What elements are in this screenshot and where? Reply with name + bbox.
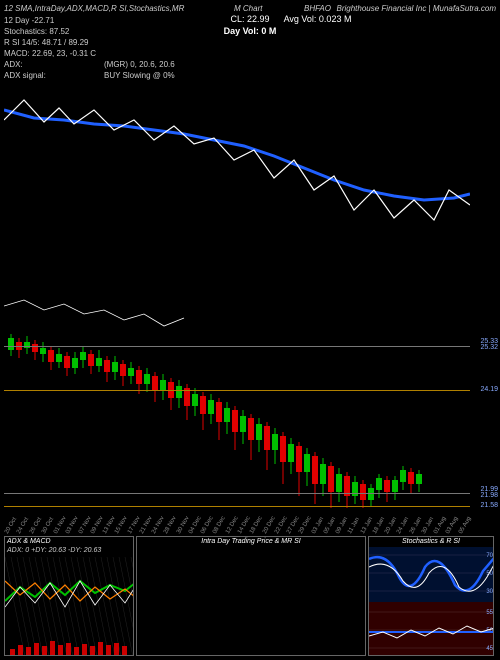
intraday-panel: Intra Day Trading Price & MR SI [136,536,366,656]
info-block: 12 Day -22.71 Stochastics: 87.52 R SI 14… [4,16,496,82]
y-label: 25.32 [480,344,498,351]
adx-signal-value: BUY Slowing @ 0% [104,71,175,80]
chart-type-label: M Chart [234,4,262,13]
candlestick-chart [4,90,470,520]
company-name: Brighthouse Financial Inc | Munafa​Sutra… [337,4,497,13]
sub-panels-row: ADX & MACD ADX: 0 +DY: 20.63 -DY: 20.63 … [4,536,496,656]
svg-text:55: 55 [486,610,493,616]
price-level-line [4,506,470,507]
stoch-lines: 705030555045 [369,537,494,656]
rsi-value: R SI 14/5: 48.71 / 89.29 [4,38,89,47]
adx-macd-panel: ADX & MACD ADX: 0 +DY: 20.63 -DY: 20.63 [4,536,134,656]
macd-value: MACD: 22.69, 23, -0.31 C [4,49,96,58]
price-level-line [4,493,470,494]
adx-mgr: (MGR) 0, 20.6, 20.6 [104,60,175,69]
price-level-line [4,346,470,347]
y-label: 21.98 [480,492,498,499]
date-range: 12 Day -22.71 [4,16,54,25]
y-label: 21.58 [480,502,498,509]
svg-text:45: 45 [486,646,493,652]
adx-values: ADX: 0 +DY: 20.63 -DY: 20.63 [7,547,131,554]
adx-value-label: ADX: [4,60,23,69]
stochastics-panel: Stochastics & R SI 705030555045 [368,536,494,656]
price-level-line [4,390,470,391]
stochastics-value: Stochastics: 87.52 [4,27,69,36]
indicators-list: 12 SMA,IntraDay,ADX,MACD,R SI,Stochastic… [4,4,184,13]
x-axis-dates: 20 Oct24 Oct26 Oct30 Oct01 Nov03 Nov07 N… [4,518,470,538]
adx-signal-label: ADX signal: [4,71,46,80]
stoch-title: Stochastics & R SI [371,538,491,545]
adx-title: ADX & MACD [7,538,131,545]
svg-text:30: 30 [486,589,493,595]
y-label: 24.19 [480,386,498,393]
ticker-symbol: BHFAO [304,4,331,13]
adx-lines [5,537,134,656]
intra-title: Intra Day Trading Price & MR SI [139,538,363,545]
